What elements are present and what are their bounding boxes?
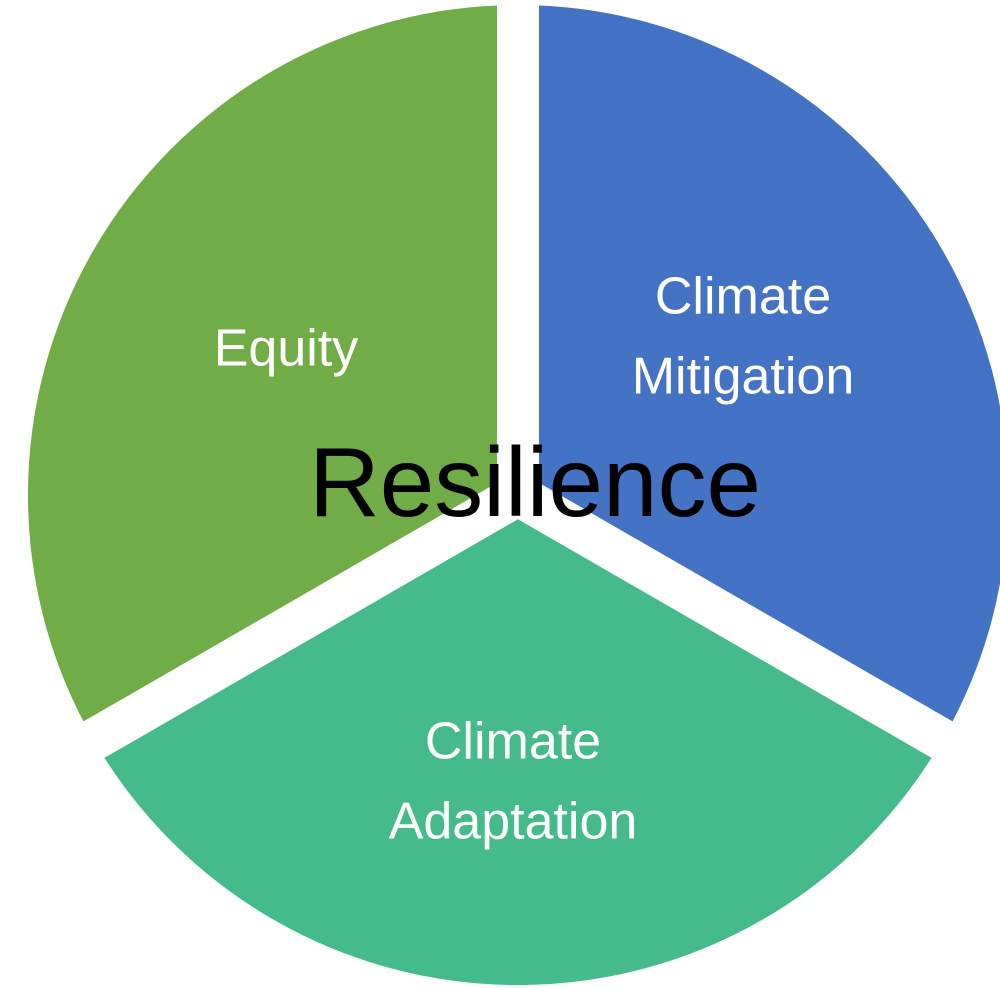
- separator: [65, 476, 529, 769]
- center-label: Resilience: [309, 427, 761, 537]
- separator: [507, 476, 971, 769]
- segment-label: Equity: [214, 320, 359, 378]
- segment-label: Adaptation: [389, 793, 638, 851]
- segment-label: Climate: [425, 713, 601, 771]
- separators: [65, 0, 971, 769]
- segment-label: Climate: [655, 268, 831, 326]
- segment-label: Mitigation: [632, 348, 855, 406]
